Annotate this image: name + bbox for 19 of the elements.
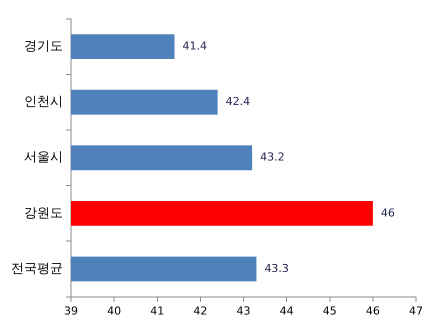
data-label: 46 (380, 206, 395, 220)
data-label: 43.3 (264, 262, 289, 275)
y-tick-label: 강원도 (24, 206, 63, 221)
x-tick-label: 45 (322, 304, 337, 318)
x-tick-label: 40 (107, 304, 122, 318)
data-label: 41.4 (182, 39, 207, 52)
data-label: 42.4 (226, 95, 250, 108)
x-tick-label: 39 (64, 304, 78, 318)
x-tick-label: 41 (150, 304, 164, 318)
x-tick-label: 42 (193, 304, 208, 318)
y-tick-label: 서울시 (24, 150, 63, 166)
y-tick-label: 인천시 (24, 94, 63, 110)
x-tick-label: 47 (409, 304, 423, 318)
x-tick-label: 44 (280, 304, 294, 318)
data-label: 43.2 (260, 150, 285, 164)
y-tick-label: 전국평균 (11, 261, 63, 276)
x-tick-label: 43 (236, 304, 250, 318)
y-tick-label: 경기도 (24, 38, 63, 54)
x-tick-label: 46 (366, 304, 380, 318)
